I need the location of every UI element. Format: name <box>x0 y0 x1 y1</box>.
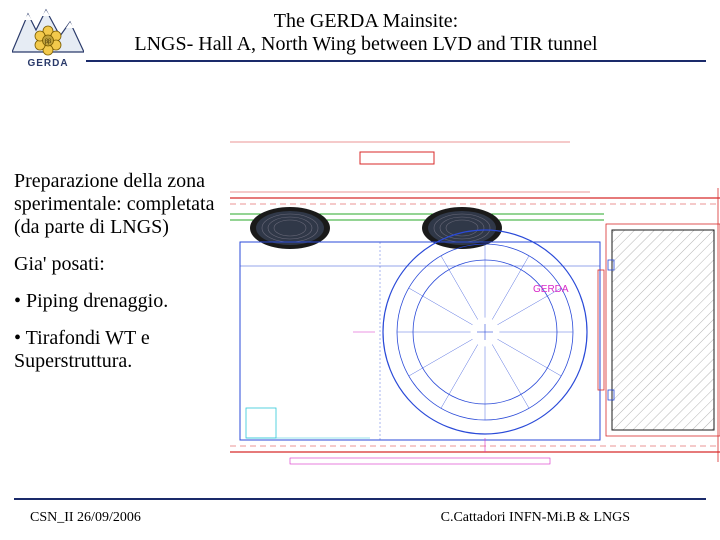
header: ββ GERDA The GERDA Mainsite: LNGS- Hall … <box>0 0 720 70</box>
title-line-2: LNGS- Hall A, North Wing between LVD and… <box>86 33 646 56</box>
footer-divider <box>14 498 706 500</box>
body-text: Preparazione della zona sperimentale: co… <box>14 170 224 387</box>
footer-left: CSN_II 26/09/2006 <box>30 510 141 526</box>
logo-text: GERDA <box>12 58 84 69</box>
floorplan-diagram: GERDA <box>230 80 720 480</box>
gerda-logo: ββ GERDA <box>12 8 84 88</box>
bullet-tirafondi: • Tirafondi WT e Superstruttura. <box>14 327 224 373</box>
logo-bb-text: ββ <box>45 39 51 45</box>
paragraph-2: Gia' posati: <box>14 253 224 276</box>
logo-graphic: ββ <box>12 8 84 56</box>
footer-right: C.Cattadori INFN-Mi.B & LNGS <box>441 510 630 526</box>
slide-title: The GERDA Mainsite: LNGS- Hall A, North … <box>86 10 646 56</box>
header-divider <box>86 60 706 62</box>
title-line-1: The GERDA Mainsite: <box>86 10 646 33</box>
svg-text:GERDA: GERDA <box>533 284 569 295</box>
paragraph-1: Preparazione della zona sperimentale: co… <box>14 170 224 239</box>
bullet-piping: • Piping drenaggio. <box>14 290 224 313</box>
